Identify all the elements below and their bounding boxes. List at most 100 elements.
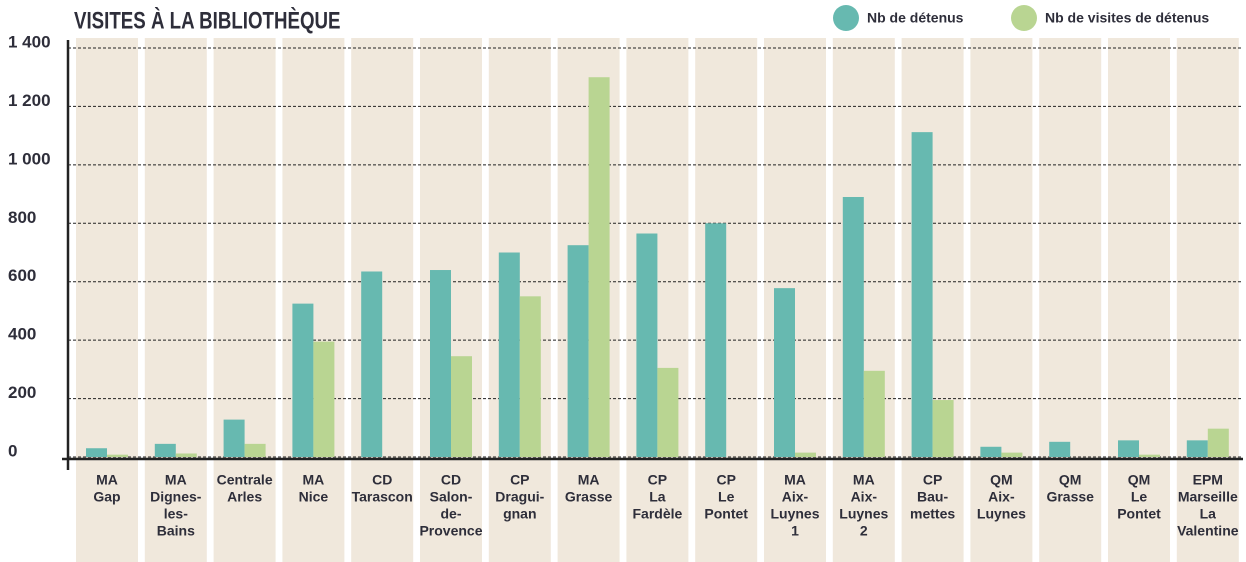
bar: [86, 448, 107, 457]
bar: [175, 453, 197, 457]
column-panel: [76, 38, 138, 562]
bar: [223, 419, 245, 457]
x-tick-label: Nice: [299, 489, 329, 505]
column-panel: [144, 38, 207, 562]
x-tick-label: Gap: [93, 489, 120, 505]
x-tick-label: CP: [510, 472, 529, 488]
y-tick-label: 400: [8, 325, 36, 344]
x-tick-label: Le: [1131, 489, 1148, 505]
x-tick-label: MA: [853, 472, 875, 488]
bar: [980, 446, 1002, 457]
x-tick-label: Pontet: [704, 506, 748, 522]
column-panel: [1108, 38, 1170, 562]
x-tick-label: les-: [164, 506, 188, 522]
x-tick-label: MA: [784, 472, 806, 488]
legend-swatch: [1011, 5, 1037, 31]
x-tick-label: QM: [1128, 472, 1151, 488]
bar: [588, 77, 610, 457]
x-tick-label: CD: [441, 472, 461, 488]
x-tick-label: Salon-: [430, 489, 473, 505]
x-tick-label: 1: [791, 523, 799, 539]
x-tick-label: Bains: [157, 523, 195, 539]
x-tick-label: gnan: [503, 506, 536, 522]
y-tick-label: 800: [8, 208, 36, 227]
bar: [657, 367, 679, 457]
x-tick-label: QM: [1059, 472, 1082, 488]
bar: [361, 271, 383, 457]
x-tick-label: MA: [96, 472, 118, 488]
y-tick-label: 200: [8, 383, 36, 402]
chart-title: VISITES À LA BIBLIOTHÈQUE: [74, 6, 341, 34]
x-tick-label: Aix-: [988, 489, 1015, 505]
x-tick-label: Valentine: [1177, 523, 1239, 539]
x-tick-label: QM: [990, 472, 1013, 488]
x-tick-label: La: [649, 489, 666, 505]
bar: [863, 370, 885, 457]
x-tick-label: Pontet: [1117, 506, 1161, 522]
x-tick-label: CP: [716, 472, 735, 488]
x-tick-label: MA: [303, 472, 325, 488]
x-tick-label: Fardèle: [632, 506, 682, 522]
x-tick-label: Bau-: [917, 489, 948, 505]
legend-label: Nb de visites de détenus: [1045, 10, 1209, 26]
x-tick-label: Dignes-: [150, 489, 202, 505]
bar: [911, 132, 933, 457]
x-tick-label: Centrale: [217, 472, 273, 488]
bar: [795, 452, 816, 457]
column-panel: [213, 38, 276, 562]
bar: [705, 223, 727, 457]
y-tick-label: 0: [8, 441, 17, 460]
x-tick-label: Arles: [227, 489, 262, 505]
x-tick-label: Luynes: [839, 506, 888, 522]
bar: [1049, 441, 1071, 457]
x-tick-label: Aix-: [782, 489, 809, 505]
x-tick-label: de-: [441, 506, 462, 522]
x-tick-label: Le: [718, 489, 735, 505]
y-tick-label: 1 400: [8, 32, 51, 51]
column-panel: [282, 38, 345, 562]
x-tick-label: MA: [165, 472, 187, 488]
x-tick-label: mettes: [910, 506, 955, 522]
x-tick-label: Tarascon: [352, 489, 413, 505]
column-panel: [970, 38, 1033, 562]
x-tick-label: Dragui-: [495, 489, 544, 505]
x-tick-label: EPM: [1193, 472, 1223, 488]
x-tick-label: Grasse: [1046, 489, 1094, 505]
bar: [430, 270, 451, 457]
bar: [451, 356, 472, 457]
x-tick-label: La: [1200, 506, 1217, 522]
bar: [154, 443, 176, 457]
x-tick-label: Aix-: [851, 489, 878, 505]
y-tick-label: 1 000: [8, 149, 51, 168]
x-tick-label: Luynes: [770, 506, 819, 522]
bar: [313, 341, 335, 457]
bar: [842, 196, 864, 457]
x-tick-label: Grasse: [565, 489, 613, 505]
title-wrap: VISITES À LA BIBLIOTHÈQUE: [74, 6, 341, 34]
bar: [1139, 454, 1160, 457]
x-tick-label: Marseille: [1178, 489, 1238, 505]
x-tick-label: CP: [648, 472, 667, 488]
x-tick-label: Provence: [419, 523, 482, 539]
column-panel: [1039, 38, 1102, 562]
bar: [1001, 452, 1023, 457]
y-tick-label: 1 200: [8, 91, 51, 110]
bar: [932, 400, 954, 457]
bar: [244, 443, 266, 457]
x-tick-label: Luynes: [977, 506, 1026, 522]
bar: [774, 288, 795, 457]
bar: [567, 245, 589, 457]
bar: [519, 296, 541, 457]
x-tick-label: 2: [860, 523, 868, 539]
x-tick-label: MA: [578, 472, 600, 488]
bar: [1207, 428, 1229, 457]
legend-label: Nb de détenus: [867, 10, 964, 26]
bar: [636, 233, 658, 457]
x-tick-label: CD: [372, 472, 392, 488]
bar: [1118, 440, 1139, 457]
x-tick-label: CP: [923, 472, 942, 488]
bar: [292, 303, 314, 457]
bar: [107, 454, 128, 457]
legend-swatch: [833, 5, 859, 31]
